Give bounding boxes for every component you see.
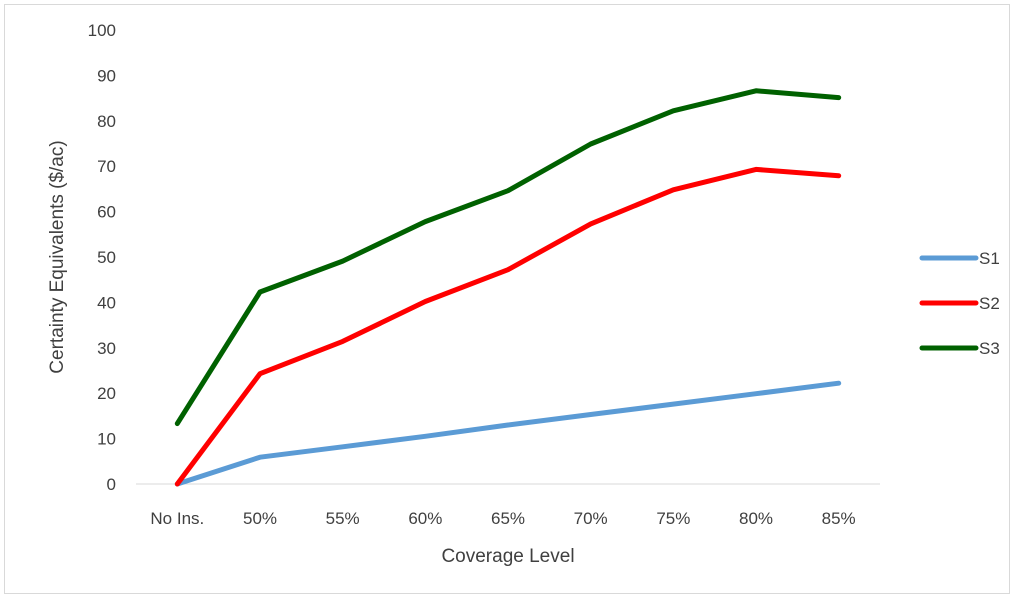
y-tick-label: 20	[97, 384, 116, 403]
y-tick-label: 50	[97, 248, 116, 267]
chart-frame	[4, 4, 1010, 594]
y-tick-label: 40	[97, 293, 116, 312]
y-axis-title: Certainty Equivalents ($/ac)	[47, 140, 68, 373]
x-tick-labels: No Ins. 50% 55% 60% 65% 70% 75% 80% 85%	[150, 509, 855, 528]
series-lines	[174, 88, 842, 487]
legend: S1 S2 S3	[919, 249, 1000, 358]
y-tick-label: 80	[97, 112, 116, 131]
x-axis-title: Coverage Level	[441, 546, 574, 567]
x-tick-label: 60%	[408, 509, 442, 528]
y-tick-label: 90	[97, 66, 116, 85]
legend-label-s2: S2	[979, 294, 1000, 313]
legend-label-s1: S1	[979, 249, 1000, 268]
y-tick-label: 10	[97, 430, 116, 449]
x-tick-label: 85%	[822, 509, 856, 528]
y-tick-label: 70	[97, 157, 116, 176]
x-tick-label: No Ins.	[150, 509, 204, 528]
x-tick-label: 80%	[739, 509, 773, 528]
series-line-s1	[174, 380, 842, 487]
series-line-s2	[174, 166, 842, 487]
x-tick-label: 70%	[574, 509, 608, 528]
y-tick-labels: 0 10 20 30 40 50 60 70 80 90 100	[88, 21, 116, 494]
y-tick-label: 100	[88, 21, 116, 40]
x-tick-label: 75%	[656, 509, 690, 528]
y-tick-label: 0	[107, 475, 116, 494]
x-tick-label: 50%	[243, 509, 277, 528]
y-tick-label: 60	[97, 203, 116, 222]
x-tick-label: 65%	[491, 509, 525, 528]
legend-label-s3: S3	[979, 339, 1000, 358]
y-tick-label: 30	[97, 339, 116, 358]
x-tick-label: 55%	[326, 509, 360, 528]
series-line-s3	[174, 88, 842, 427]
